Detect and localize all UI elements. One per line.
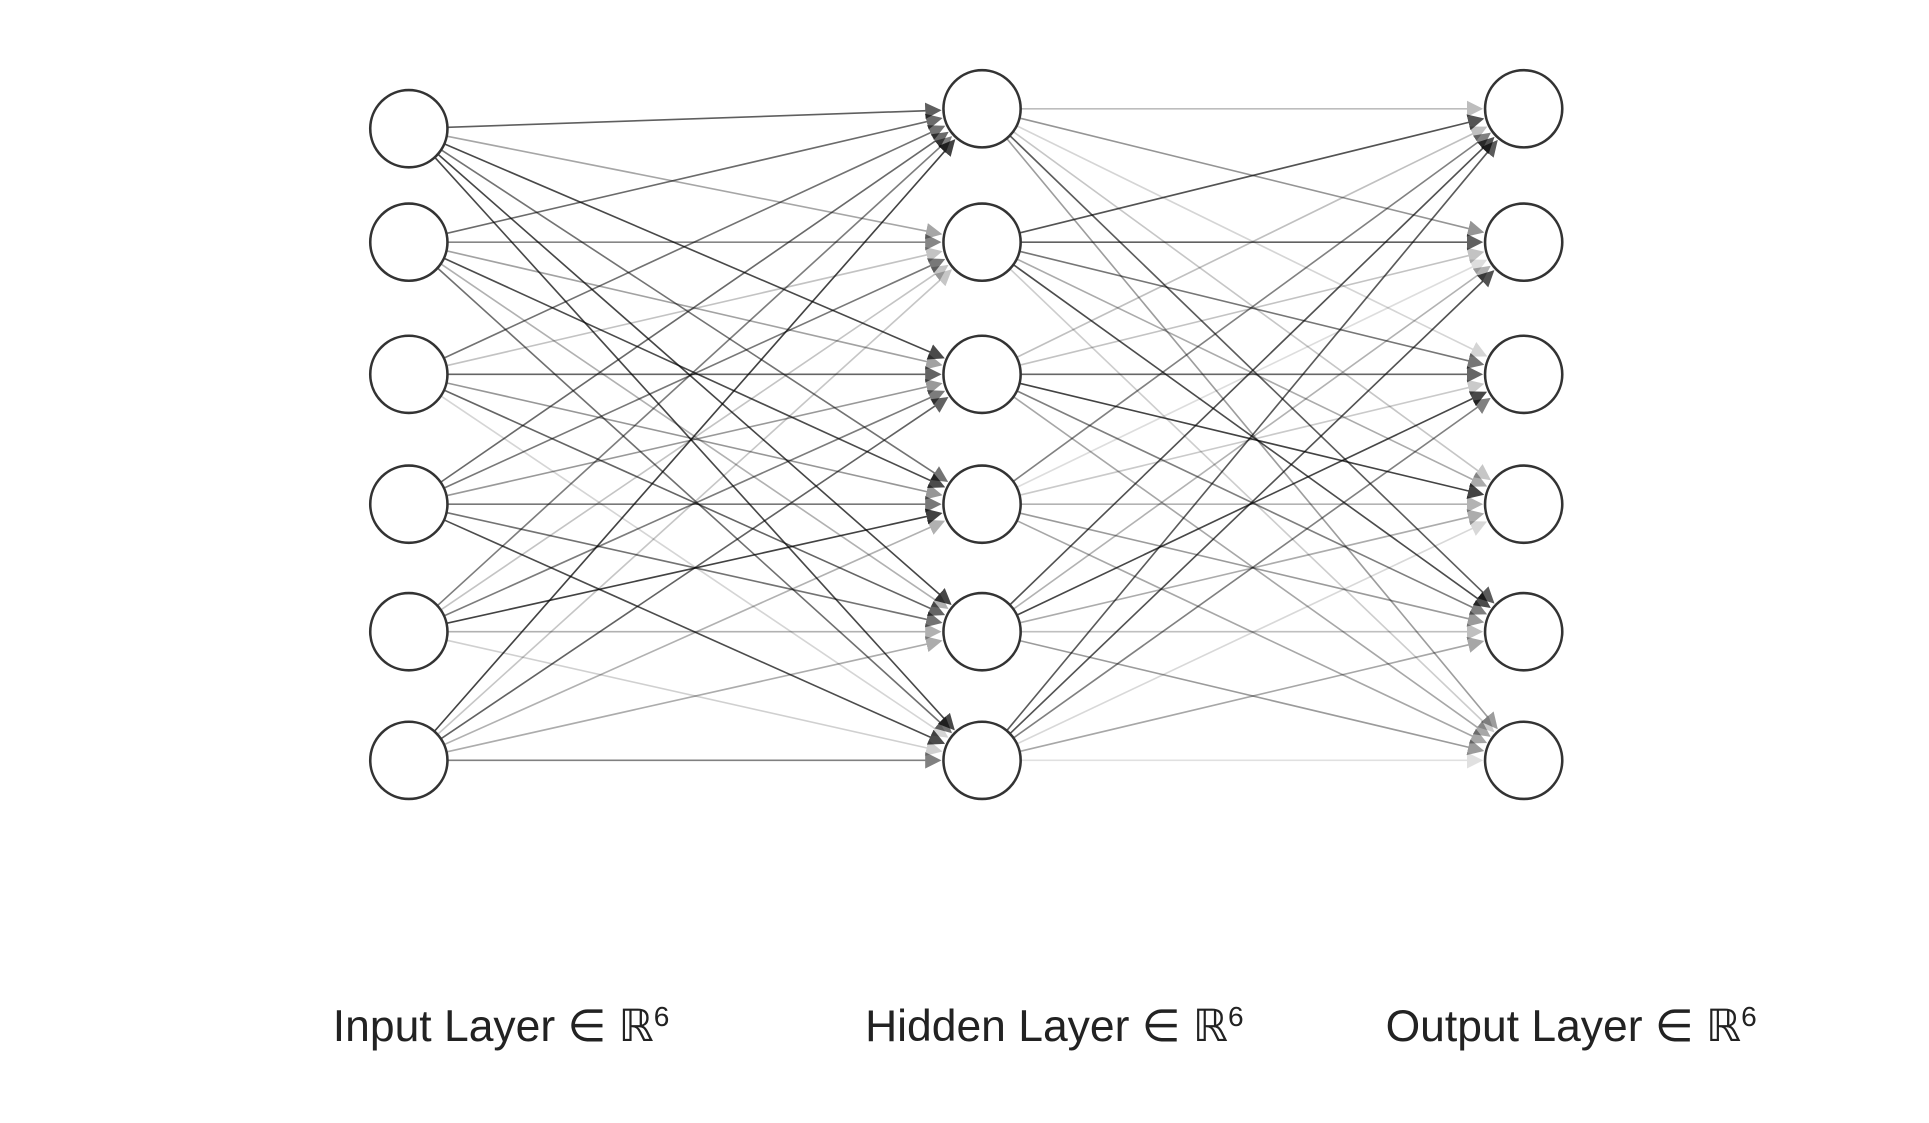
edge (441, 266, 947, 610)
edge (447, 110, 940, 127)
hidden-node (943, 466, 1020, 543)
hidden-node (943, 204, 1020, 281)
edge (437, 137, 951, 606)
edge (1013, 399, 1489, 738)
output-node (1485, 70, 1562, 147)
edge (437, 268, 950, 732)
input-node (370, 204, 447, 281)
edge (441, 396, 947, 737)
input-node (370, 90, 447, 167)
input-node (370, 593, 447, 670)
hidden-node (943, 336, 1020, 413)
edge (1013, 267, 1489, 609)
hidden-node (943, 722, 1020, 799)
output-node (1485, 466, 1562, 543)
edge (1010, 138, 1494, 605)
nodes-group (370, 70, 1562, 799)
input-node (370, 722, 447, 799)
edge (437, 270, 950, 734)
edge (1010, 136, 1494, 603)
output-node (1485, 593, 1562, 670)
edge (1013, 132, 1489, 480)
edge (447, 136, 941, 234)
output-node (1485, 722, 1562, 799)
hidden-layer-label: Hidden Layer ∈ ℝ6 (865, 1001, 1244, 1052)
input-node (370, 466, 447, 543)
hidden-node (943, 593, 1020, 670)
output-node (1485, 204, 1562, 281)
edge (1007, 141, 1497, 731)
edge (444, 521, 944, 744)
input-layer-label: Input Layer ∈ ℝ6 (333, 1001, 670, 1052)
output-layer-label: Output Layer ∈ ℝ6 (1386, 1001, 1757, 1052)
edge (1017, 126, 1486, 356)
edge (1010, 271, 1493, 733)
hidden-node (943, 70, 1020, 147)
edge (1010, 269, 1493, 731)
edge (441, 398, 947, 739)
edge (1013, 397, 1489, 736)
neural-network-diagram: Input Layer ∈ ℝ6 Hidden Layer ∈ ℝ6 Output … (0, 0, 1929, 1123)
input-node (370, 336, 447, 413)
output-node (1485, 336, 1562, 413)
edge (1013, 134, 1489, 482)
edge (438, 154, 951, 604)
